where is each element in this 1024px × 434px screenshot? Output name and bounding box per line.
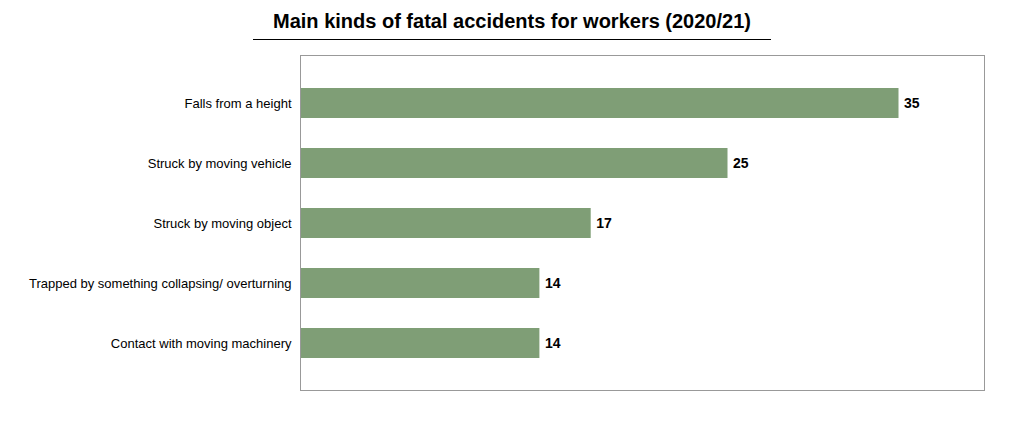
- svg-text:Trapped by something collapsin: Trapped by something collapsing/ overtur…: [29, 276, 292, 291]
- svg-text:35: 35: [904, 95, 920, 111]
- svg-text:17: 17: [596, 215, 612, 231]
- svg-text:Struck by moving vehicle: Struck by moving vehicle: [148, 156, 292, 171]
- svg-text:Contact with moving machinery: Contact with moving machinery: [111, 336, 292, 351]
- svg-text:Falls from a height: Falls from a height: [185, 96, 292, 111]
- svg-text:25: 25: [733, 155, 749, 171]
- svg-text:14: 14: [545, 335, 561, 351]
- html-text:Main kinds of fatal accidents: Main kinds of fatal accidents for worker…: [273, 10, 751, 32]
- svg-text:Struck by moving object: Struck by moving object: [153, 216, 291, 231]
- svg-text:14: 14: [545, 275, 561, 291]
